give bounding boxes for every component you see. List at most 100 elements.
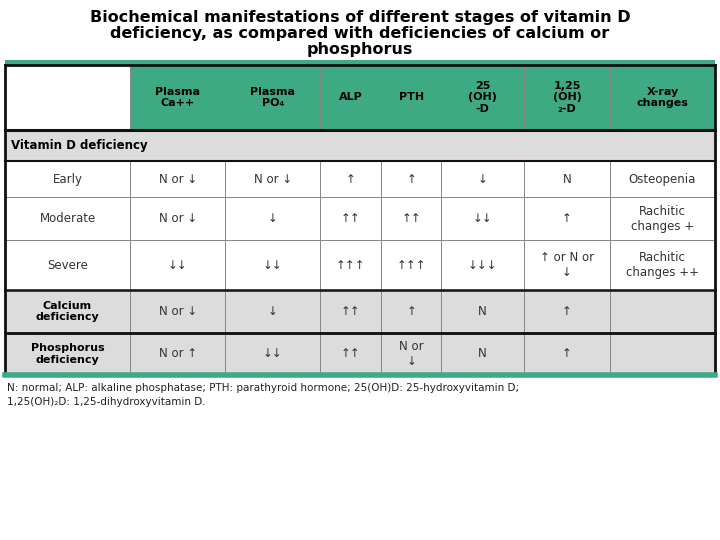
Bar <box>441 65 523 130</box>
Bar <box>523 333 610 375</box>
Text: ALP: ALP <box>339 92 363 103</box>
Bar <box>610 291 715 333</box>
Bar <box>610 161 715 198</box>
Text: ↑↑↑: ↑↑↑ <box>336 259 366 272</box>
Bar <box>523 161 610 198</box>
Bar <box>320 161 381 198</box>
Text: N: N <box>478 347 487 360</box>
Text: N: N <box>562 173 572 186</box>
Bar <box>441 333 523 375</box>
Bar <box>320 240 381 291</box>
Text: ↓↓: ↓↓ <box>168 259 187 272</box>
Bar <box>381 198 441 240</box>
Text: ↓: ↓ <box>477 173 487 186</box>
Bar <box>130 65 225 130</box>
Bar <box>441 198 523 240</box>
Text: ↓↓↓: ↓↓↓ <box>468 259 498 272</box>
Text: N or ↑: N or ↑ <box>158 347 197 360</box>
Bar <box>225 161 320 198</box>
Bar <box>130 161 225 198</box>
Bar <box>381 333 441 375</box>
Text: Plasma
PO₄: Plasma PO₄ <box>251 86 295 108</box>
Bar <box>381 65 441 130</box>
Bar <box>441 240 523 291</box>
Text: Osteopenia: Osteopenia <box>629 173 696 186</box>
Text: ↑↑: ↑↑ <box>341 347 361 360</box>
Bar <box>225 240 320 291</box>
Text: ↑: ↑ <box>346 173 356 186</box>
Text: deficiency, as compared with deficiencies of calcium or: deficiency, as compared with deficiencie… <box>110 26 610 41</box>
Bar <box>523 65 610 130</box>
Bar <box>130 333 225 375</box>
Text: ↑↑: ↑↑ <box>401 212 421 225</box>
Text: ↑↑: ↑↑ <box>341 212 361 225</box>
Bar <box>610 333 715 375</box>
Text: phosphorus: phosphorus <box>307 42 413 57</box>
Text: Phosphorus
deficiency: Phosphorus deficiency <box>31 343 104 364</box>
Text: 25
(OH)
-D: 25 (OH) -D <box>468 81 497 114</box>
Bar <box>320 65 381 130</box>
Text: N: N <box>478 305 487 318</box>
Bar <box>225 291 320 333</box>
Bar <box>523 240 610 291</box>
Bar <box>320 333 381 375</box>
Text: ↑↑↑: ↑↑↑ <box>397 259 426 272</box>
Text: ↓↓: ↓↓ <box>473 212 492 225</box>
Bar <box>5 65 130 130</box>
Bar <box>610 198 715 240</box>
Text: ↑↑: ↑↑ <box>341 305 361 318</box>
Text: N or ↓: N or ↓ <box>158 173 197 186</box>
Bar <box>5 240 130 291</box>
Bar <box>225 333 320 375</box>
Bar <box>523 291 610 333</box>
Text: ↑: ↑ <box>562 305 572 318</box>
Bar <box>5 130 715 161</box>
Text: ↑: ↑ <box>406 305 416 318</box>
Bar <box>320 291 381 333</box>
Text: Early: Early <box>53 173 83 186</box>
Bar <box>225 65 320 130</box>
Bar <box>381 291 441 333</box>
Text: Vitamin D deficiency: Vitamin D deficiency <box>11 139 148 152</box>
Text: ↑: ↑ <box>406 173 416 186</box>
Text: ↑: ↑ <box>562 347 572 360</box>
Text: ↑: ↑ <box>562 212 572 225</box>
Text: N: normal; ALP: alkaline phosphatase; PTH: parathyroid hormone; 25(OH)D: 25-hydr: N: normal; ALP: alkaline phosphatase; PT… <box>7 383 519 393</box>
Text: Calcium
deficiency: Calcium deficiency <box>36 301 99 322</box>
Text: PTH: PTH <box>399 92 424 103</box>
Bar <box>441 161 523 198</box>
Text: Severe: Severe <box>47 259 88 272</box>
Bar <box>610 240 715 291</box>
Text: ↓↓: ↓↓ <box>263 347 283 360</box>
Bar <box>130 198 225 240</box>
Bar <box>523 198 610 240</box>
Text: X-ray
changes: X-ray changes <box>636 86 688 108</box>
Bar <box>225 198 320 240</box>
Text: Rachitic
changes ++: Rachitic changes ++ <box>626 251 699 279</box>
Bar <box>381 161 441 198</box>
Text: Biochemical manifestations of different stages of vitamin D: Biochemical manifestations of different … <box>90 10 630 25</box>
Bar <box>130 240 225 291</box>
Bar <box>5 161 130 198</box>
Text: Rachitic
changes +: Rachitic changes + <box>631 205 694 233</box>
Bar <box>441 291 523 333</box>
Text: 1,25
(OH)
₂-D: 1,25 (OH) ₂-D <box>552 81 581 114</box>
Bar <box>320 198 381 240</box>
Text: 1,25(OH)₂D: 1,25-dihydroxyvitamin D.: 1,25(OH)₂D: 1,25-dihydroxyvitamin D. <box>7 397 206 407</box>
Bar <box>5 60 715 65</box>
Bar <box>381 240 441 291</box>
Text: N or ↓: N or ↓ <box>158 212 197 225</box>
Bar <box>130 291 225 333</box>
Text: N or ↓: N or ↓ <box>253 173 292 186</box>
Bar <box>5 333 130 375</box>
Text: ↓↓: ↓↓ <box>263 259 283 272</box>
Text: ↓: ↓ <box>268 212 278 225</box>
Text: N or
↓: N or ↓ <box>399 340 423 368</box>
Text: N or ↓: N or ↓ <box>158 305 197 318</box>
Text: Plasma
Ca++: Plasma Ca++ <box>155 86 200 108</box>
Bar <box>5 291 130 333</box>
Bar <box>610 65 715 130</box>
Text: Moderate: Moderate <box>40 212 96 225</box>
Bar <box>5 198 130 240</box>
Text: ↓: ↓ <box>268 305 278 318</box>
